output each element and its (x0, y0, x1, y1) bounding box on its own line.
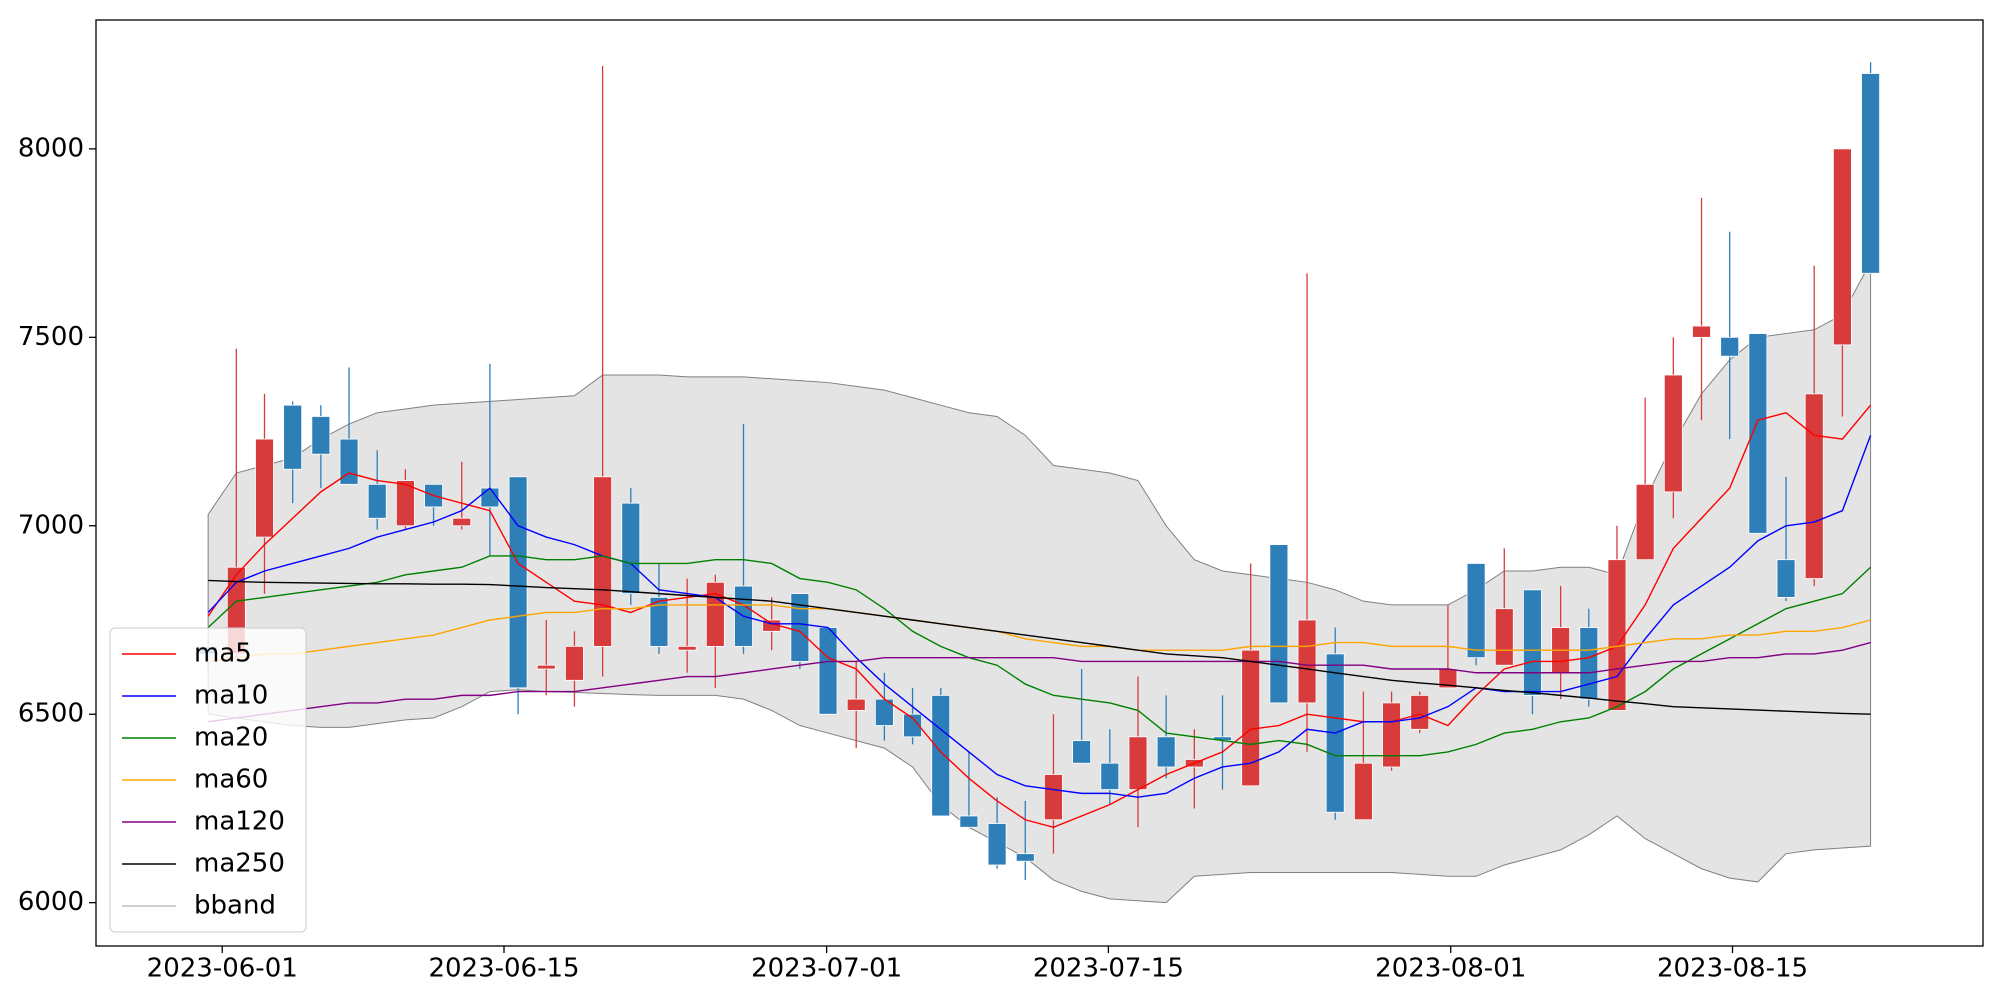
candle-body (1466, 563, 1486, 659)
candle-body (1832, 148, 1852, 346)
candle-body (1523, 589, 1542, 696)
candle-body (1015, 853, 1035, 862)
candle-body (903, 713, 922, 738)
candle-body (818, 627, 838, 715)
x-tick-label: 2023-08-01 (1375, 954, 1526, 984)
candle-body (1861, 73, 1880, 274)
candle-body (1663, 374, 1683, 493)
candle-body (1692, 325, 1711, 338)
candle-body (1353, 762, 1373, 821)
candle-body (536, 664, 556, 670)
y-tick-label: 8000 (18, 133, 84, 163)
candle-body (790, 593, 810, 662)
legend-label: ma250 (194, 849, 285, 879)
candle-body (1410, 694, 1430, 730)
candle-body (1044, 774, 1063, 821)
ma-line (207, 555, 1872, 757)
candle-body (283, 404, 303, 470)
candle-body (1156, 736, 1176, 768)
legend-box (109, 627, 307, 933)
candle-body (1269, 544, 1289, 704)
candle-body (931, 694, 951, 817)
ma-line (207, 435, 1872, 798)
candle-body (1297, 619, 1317, 704)
candle-body (1776, 559, 1796, 598)
x-tick-label: 2023-07-15 (1033, 954, 1184, 984)
legend-label: bband (194, 891, 276, 921)
legend: ma5 ma10 ma20 ma60 ma120 ma250 bband (109, 627, 307, 933)
legend-label: ma20 (194, 723, 268, 753)
ma-line (208, 641, 1871, 723)
candle-body (1635, 483, 1655, 561)
candle-body (395, 480, 415, 527)
x-tick-label: 2023-07-01 (751, 954, 902, 984)
x-tick-label: 2023-06-01 (147, 954, 298, 984)
x-tick-label: 2023-06-15 (428, 954, 579, 984)
candle-body (565, 645, 584, 681)
ma-line (208, 579, 1871, 715)
candle-body (987, 823, 1007, 866)
ma-line (208, 604, 1871, 663)
y-tick-label: 7000 (18, 510, 84, 540)
candle-body (1100, 762, 1120, 790)
axes-frame (95, 19, 1984, 947)
candle-body (339, 438, 359, 485)
candle-body (1579, 627, 1599, 700)
candle-body (705, 581, 725, 647)
candle-body (508, 476, 528, 689)
candle-body (1494, 608, 1514, 666)
candle-body (452, 517, 472, 527)
bollinger-band (207, 261, 1872, 904)
y-tick-label: 6000 (18, 887, 84, 917)
candle-body (1804, 393, 1824, 579)
ma-line (207, 404, 1872, 829)
candle-body (621, 502, 641, 595)
candle-body (255, 438, 274, 538)
candle-body (1128, 736, 1148, 790)
candle-body (649, 596, 669, 647)
candle-body (1607, 559, 1627, 711)
candle-body (1072, 740, 1092, 764)
y-tick-label: 7500 (18, 322, 84, 352)
candle-body (846, 698, 866, 711)
candle-body (1720, 336, 1740, 357)
plot-area (198, 62, 1880, 904)
candle-body (593, 476, 613, 647)
candle-body (959, 815, 979, 828)
candle-body (311, 416, 331, 455)
legend-label: ma5 (194, 639, 252, 669)
legend-label: ma60 (194, 765, 268, 795)
candle-body (1382, 702, 1401, 768)
candle-body (1748, 333, 1768, 534)
candle-body (677, 645, 697, 651)
y-tick-label: 6500 (18, 699, 84, 729)
candle-body (367, 483, 387, 519)
legend-label: ma120 (194, 807, 285, 837)
candle-body (1241, 649, 1261, 787)
x-tick-label: 2023-08-15 (1657, 954, 1808, 984)
legend-label: ma10 (194, 681, 268, 711)
